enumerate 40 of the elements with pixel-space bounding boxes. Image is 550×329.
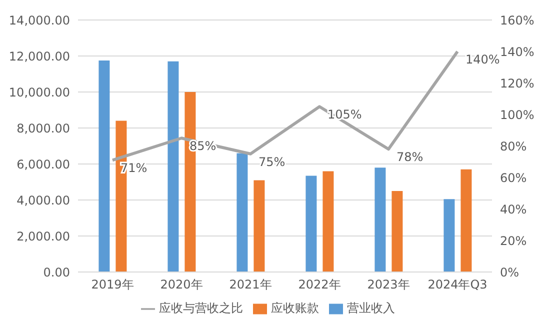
bar (254, 180, 265, 272)
bar (306, 176, 317, 272)
y2-tick-label: 20% (500, 234, 527, 248)
data-label: 75% (258, 154, 286, 169)
x-tick-label: 2021年 (229, 278, 272, 292)
x-tick-label: 2024年Q3 (428, 278, 488, 292)
y-tick-label: 2,000.00 (16, 229, 70, 244)
x-tick-label: 2022年 (298, 278, 341, 292)
x-tick-label: 2019年 (91, 278, 134, 292)
bar (374, 168, 386, 272)
legend-label: 营业收入 (347, 301, 395, 315)
y-tick-label: 12,000.00 (8, 49, 70, 64)
y2-tick-label: 80% (500, 139, 527, 154)
y2-tick-label: 120% (500, 76, 534, 90)
bar (392, 191, 403, 272)
y-tick-label: 8,000.00 (16, 121, 70, 136)
bar (460, 169, 472, 272)
x-tick-label: 2023年 (367, 278, 410, 292)
legend-label: 应收账款 (271, 301, 319, 315)
y2-tick-label: 60% (500, 170, 527, 185)
y2-tick-label: 40% (500, 202, 527, 216)
bar (168, 61, 179, 272)
y-tick-label: 14,000.00 (8, 13, 70, 28)
y-tick-label: 4,000.00 (16, 193, 70, 208)
x-tick-label: 2020年 (160, 278, 203, 292)
data-label: 78% (396, 150, 424, 164)
data-label: 105% (328, 108, 362, 122)
y-tick-label: 6,000.00 (16, 157, 70, 172)
bar (322, 171, 334, 272)
data-label: 140% (466, 52, 500, 66)
y2-tick-label: 0% (500, 265, 520, 280)
bar (98, 60, 110, 272)
y-tick-label: 10,000.00 (8, 85, 70, 100)
y2-tick-label: 140% (500, 44, 534, 59)
y2-tick-label: 100% (500, 108, 534, 122)
y2-tick-label: 160% (500, 13, 534, 28)
bar (236, 153, 248, 272)
legend-label: 应收与营收之比 (159, 301, 243, 315)
y-tick-label: 0.00 (43, 265, 70, 280)
bar (444, 199, 455, 272)
